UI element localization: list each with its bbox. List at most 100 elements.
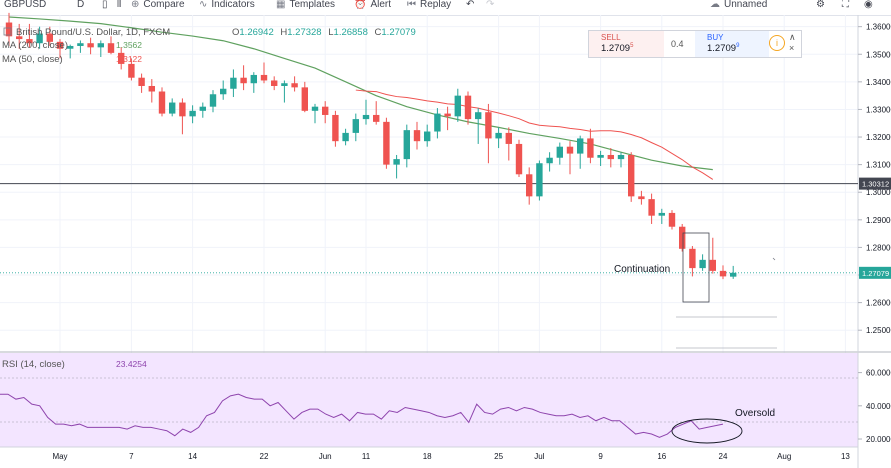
ma200-legend-label[interactable]: MA (200, close) bbox=[2, 40, 68, 51]
bar-style-icon[interactable]: ▯ bbox=[102, 0, 108, 10]
candle-body[interactable] bbox=[587, 138, 594, 158]
continuation-annotation[interactable]: Continuation bbox=[614, 264, 670, 275]
candle-body[interactable] bbox=[311, 106, 319, 111]
rsi-axis[interactable]: 60.0000 40.0000 20.0000 bbox=[858, 369, 891, 444]
candle-body[interactable] bbox=[128, 63, 135, 78]
chart-type-icon[interactable]: ⫴ bbox=[117, 0, 122, 10]
candle-body[interactable] bbox=[209, 94, 217, 107]
candle-body[interactable] bbox=[148, 85, 155, 92]
candle-body[interactable] bbox=[342, 132, 349, 142]
candle-body[interactable] bbox=[526, 174, 533, 197]
interval-button[interactable]: D bbox=[77, 0, 85, 10]
candle-body[interactable] bbox=[250, 74, 257, 84]
rsi-line[interactable] bbox=[0, 393, 724, 438]
buy-button[interactable]: BUY 1.27099 bbox=[695, 31, 769, 57]
undo-icon[interactable]: ↶ bbox=[466, 0, 475, 10]
candle-body[interactable] bbox=[597, 154, 604, 158]
candle-body[interactable] bbox=[67, 45, 74, 49]
oversold-ellipse[interactable] bbox=[671, 418, 743, 444]
legend-collapse-icon[interactable] bbox=[3, 27, 12, 36]
candle-body[interactable] bbox=[301, 87, 308, 111]
candle-body[interactable] bbox=[138, 77, 145, 86]
candle-body[interactable] bbox=[709, 259, 716, 271]
candle-body[interactable] bbox=[189, 110, 196, 117]
candle-body[interactable] bbox=[169, 102, 176, 114]
candle-body[interactable] bbox=[271, 80, 278, 86]
candle-body[interactable] bbox=[220, 88, 227, 95]
ma50-path[interactable] bbox=[355, 89, 714, 180]
candle-body[interactable] bbox=[424, 131, 431, 142]
candle-body[interactable] bbox=[179, 102, 186, 117]
candle-body[interactable] bbox=[658, 212, 665, 216]
candle-body[interactable] bbox=[699, 259, 706, 269]
candle-body[interactable] bbox=[413, 130, 421, 142]
candle-body[interactable] bbox=[464, 95, 472, 120]
collapse-icon[interactable]: ∧ bbox=[789, 32, 796, 42]
ma200-path[interactable] bbox=[8, 16, 713, 171]
candle-body[interactable] bbox=[158, 91, 166, 114]
fullscreen-icon[interactable]: ⛶ bbox=[842, 0, 849, 10]
candle-body[interactable] bbox=[730, 272, 737, 277]
candle-body[interactable] bbox=[260, 74, 268, 81]
candle-body[interactable] bbox=[689, 248, 696, 269]
candle-body[interactable] bbox=[556, 146, 563, 158]
symbol-search-button[interactable]: GBPUSD bbox=[4, 0, 47, 10]
candle-body[interactable] bbox=[495, 132, 502, 139]
candle-body[interactable] bbox=[393, 159, 400, 165]
ma200-line[interactable] bbox=[8, 16, 713, 171]
candle-body[interactable] bbox=[281, 83, 288, 86]
candle-body[interactable] bbox=[648, 199, 655, 216]
candle-body[interactable] bbox=[240, 77, 247, 84]
candle-body[interactable] bbox=[536, 163, 543, 197]
candle-body[interactable] bbox=[16, 36, 23, 40]
indicators-button[interactable]: ∿ Indicators bbox=[199, 0, 255, 10]
candle-body[interactable] bbox=[199, 106, 206, 111]
candle-body[interactable] bbox=[5, 22, 13, 37]
candle-body[interactable] bbox=[668, 212, 676, 227]
candle-body[interactable] bbox=[107, 43, 115, 53]
candle-body[interactable] bbox=[638, 196, 645, 200]
sell-button[interactable]: SELL 1.27095 bbox=[589, 31, 664, 57]
candle-body[interactable] bbox=[87, 43, 94, 48]
candle-body[interactable] bbox=[546, 157, 553, 164]
candle-body[interactable] bbox=[505, 132, 512, 144]
close-icon[interactable]: × bbox=[789, 43, 795, 53]
candle-body[interactable] bbox=[322, 106, 329, 115]
candle-body[interactable] bbox=[230, 77, 237, 89]
time-axis[interactable]: May71422Jun111825Jul91624Aug1321Sep bbox=[52, 452, 891, 461]
candle-body[interactable] bbox=[46, 33, 53, 42]
templates-button[interactable]: ▦ Templates bbox=[276, 0, 335, 10]
layout-button[interactable]: ☁ Unnamed bbox=[710, 0, 767, 10]
candle-body[interactable] bbox=[628, 154, 635, 197]
alert-button[interactable]: ⏰ Alert bbox=[354, 0, 391, 10]
ma50-line[interactable] bbox=[355, 89, 714, 180]
candle-body[interactable] bbox=[373, 114, 380, 122]
compare-button[interactable]: ⊕ Compare bbox=[131, 0, 185, 10]
candle-body[interactable] bbox=[434, 113, 441, 132]
candle-body[interactable] bbox=[444, 113, 451, 117]
drawing-segment-3[interactable] bbox=[772, 257, 776, 261]
candle-body[interactable] bbox=[118, 52, 125, 64]
candle-body[interactable] bbox=[352, 119, 359, 133]
rsi-path[interactable] bbox=[0, 393, 724, 438]
candle-body[interactable] bbox=[679, 226, 686, 249]
candle-body[interactable] bbox=[566, 146, 574, 154]
candle-body[interactable] bbox=[362, 114, 370, 120]
candle-body[interactable] bbox=[475, 112, 482, 120]
candle-body[interactable] bbox=[719, 270, 727, 277]
candle-body[interactable] bbox=[607, 154, 614, 160]
candle-body[interactable] bbox=[617, 154, 625, 160]
candle-body[interactable] bbox=[56, 41, 64, 49]
info-icon[interactable]: i bbox=[769, 35, 785, 51]
rsi-legend-label[interactable]: RSI (14, close) bbox=[2, 359, 65, 370]
candles[interactable] bbox=[5, 12, 737, 280]
candle-body[interactable] bbox=[26, 39, 33, 44]
replay-button[interactable]: ⏮ Replay bbox=[407, 0, 451, 10]
candle-body[interactable] bbox=[291, 83, 298, 88]
redo-icon[interactable]: ↷ bbox=[486, 0, 495, 10]
continuation-box[interactable] bbox=[682, 232, 710, 303]
candle-body[interactable] bbox=[403, 130, 410, 160]
candle-body[interactable] bbox=[485, 112, 492, 139]
candle-body[interactable] bbox=[77, 43, 84, 46]
